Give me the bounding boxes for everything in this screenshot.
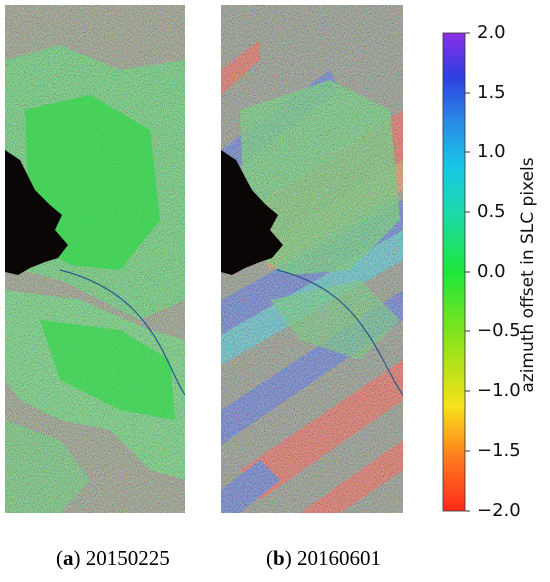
- colorbar-tick-label: 0.5: [477, 201, 506, 222]
- colorbar-tick-label: −2.0: [477, 500, 521, 521]
- colorbar-tick-label: 2.0: [477, 22, 506, 43]
- colorbar-tick-label: 1.5: [477, 82, 506, 103]
- colorbar-label: azimuth offset in SLC pixels: [518, 157, 538, 393]
- colorbar: [442, 32, 466, 512]
- panel-letter: a: [63, 546, 74, 570]
- shadow-region: [5, 150, 68, 275]
- green-region: [25, 95, 160, 270]
- panel-date: 20160601: [296, 546, 381, 570]
- offset-map-panel-b: [221, 5, 403, 513]
- colorbar-tick-label: 1.0: [477, 141, 506, 162]
- panel-caption-a: (a) 20150225: [56, 546, 170, 570]
- colorbar-tick-label: −1.0: [477, 380, 521, 401]
- panel-letter: b: [273, 546, 285, 570]
- road-line: [59, 269, 185, 396]
- shadow-region: [221, 150, 283, 275]
- road-line: [276, 269, 403, 396]
- green-region: [40, 320, 175, 420]
- colorbar-tick-label: 0.0: [477, 261, 506, 282]
- colorbar-tick-label: −1.5: [477, 440, 521, 461]
- offset-map-panel-a: [5, 5, 185, 513]
- panel-caption-b: (b) 20160601: [266, 546, 381, 570]
- colorbar-ticks: [465, 32, 470, 512]
- colorbar-tick-label: −0.5: [477, 320, 521, 341]
- panel-date: 20150225: [85, 546, 170, 570]
